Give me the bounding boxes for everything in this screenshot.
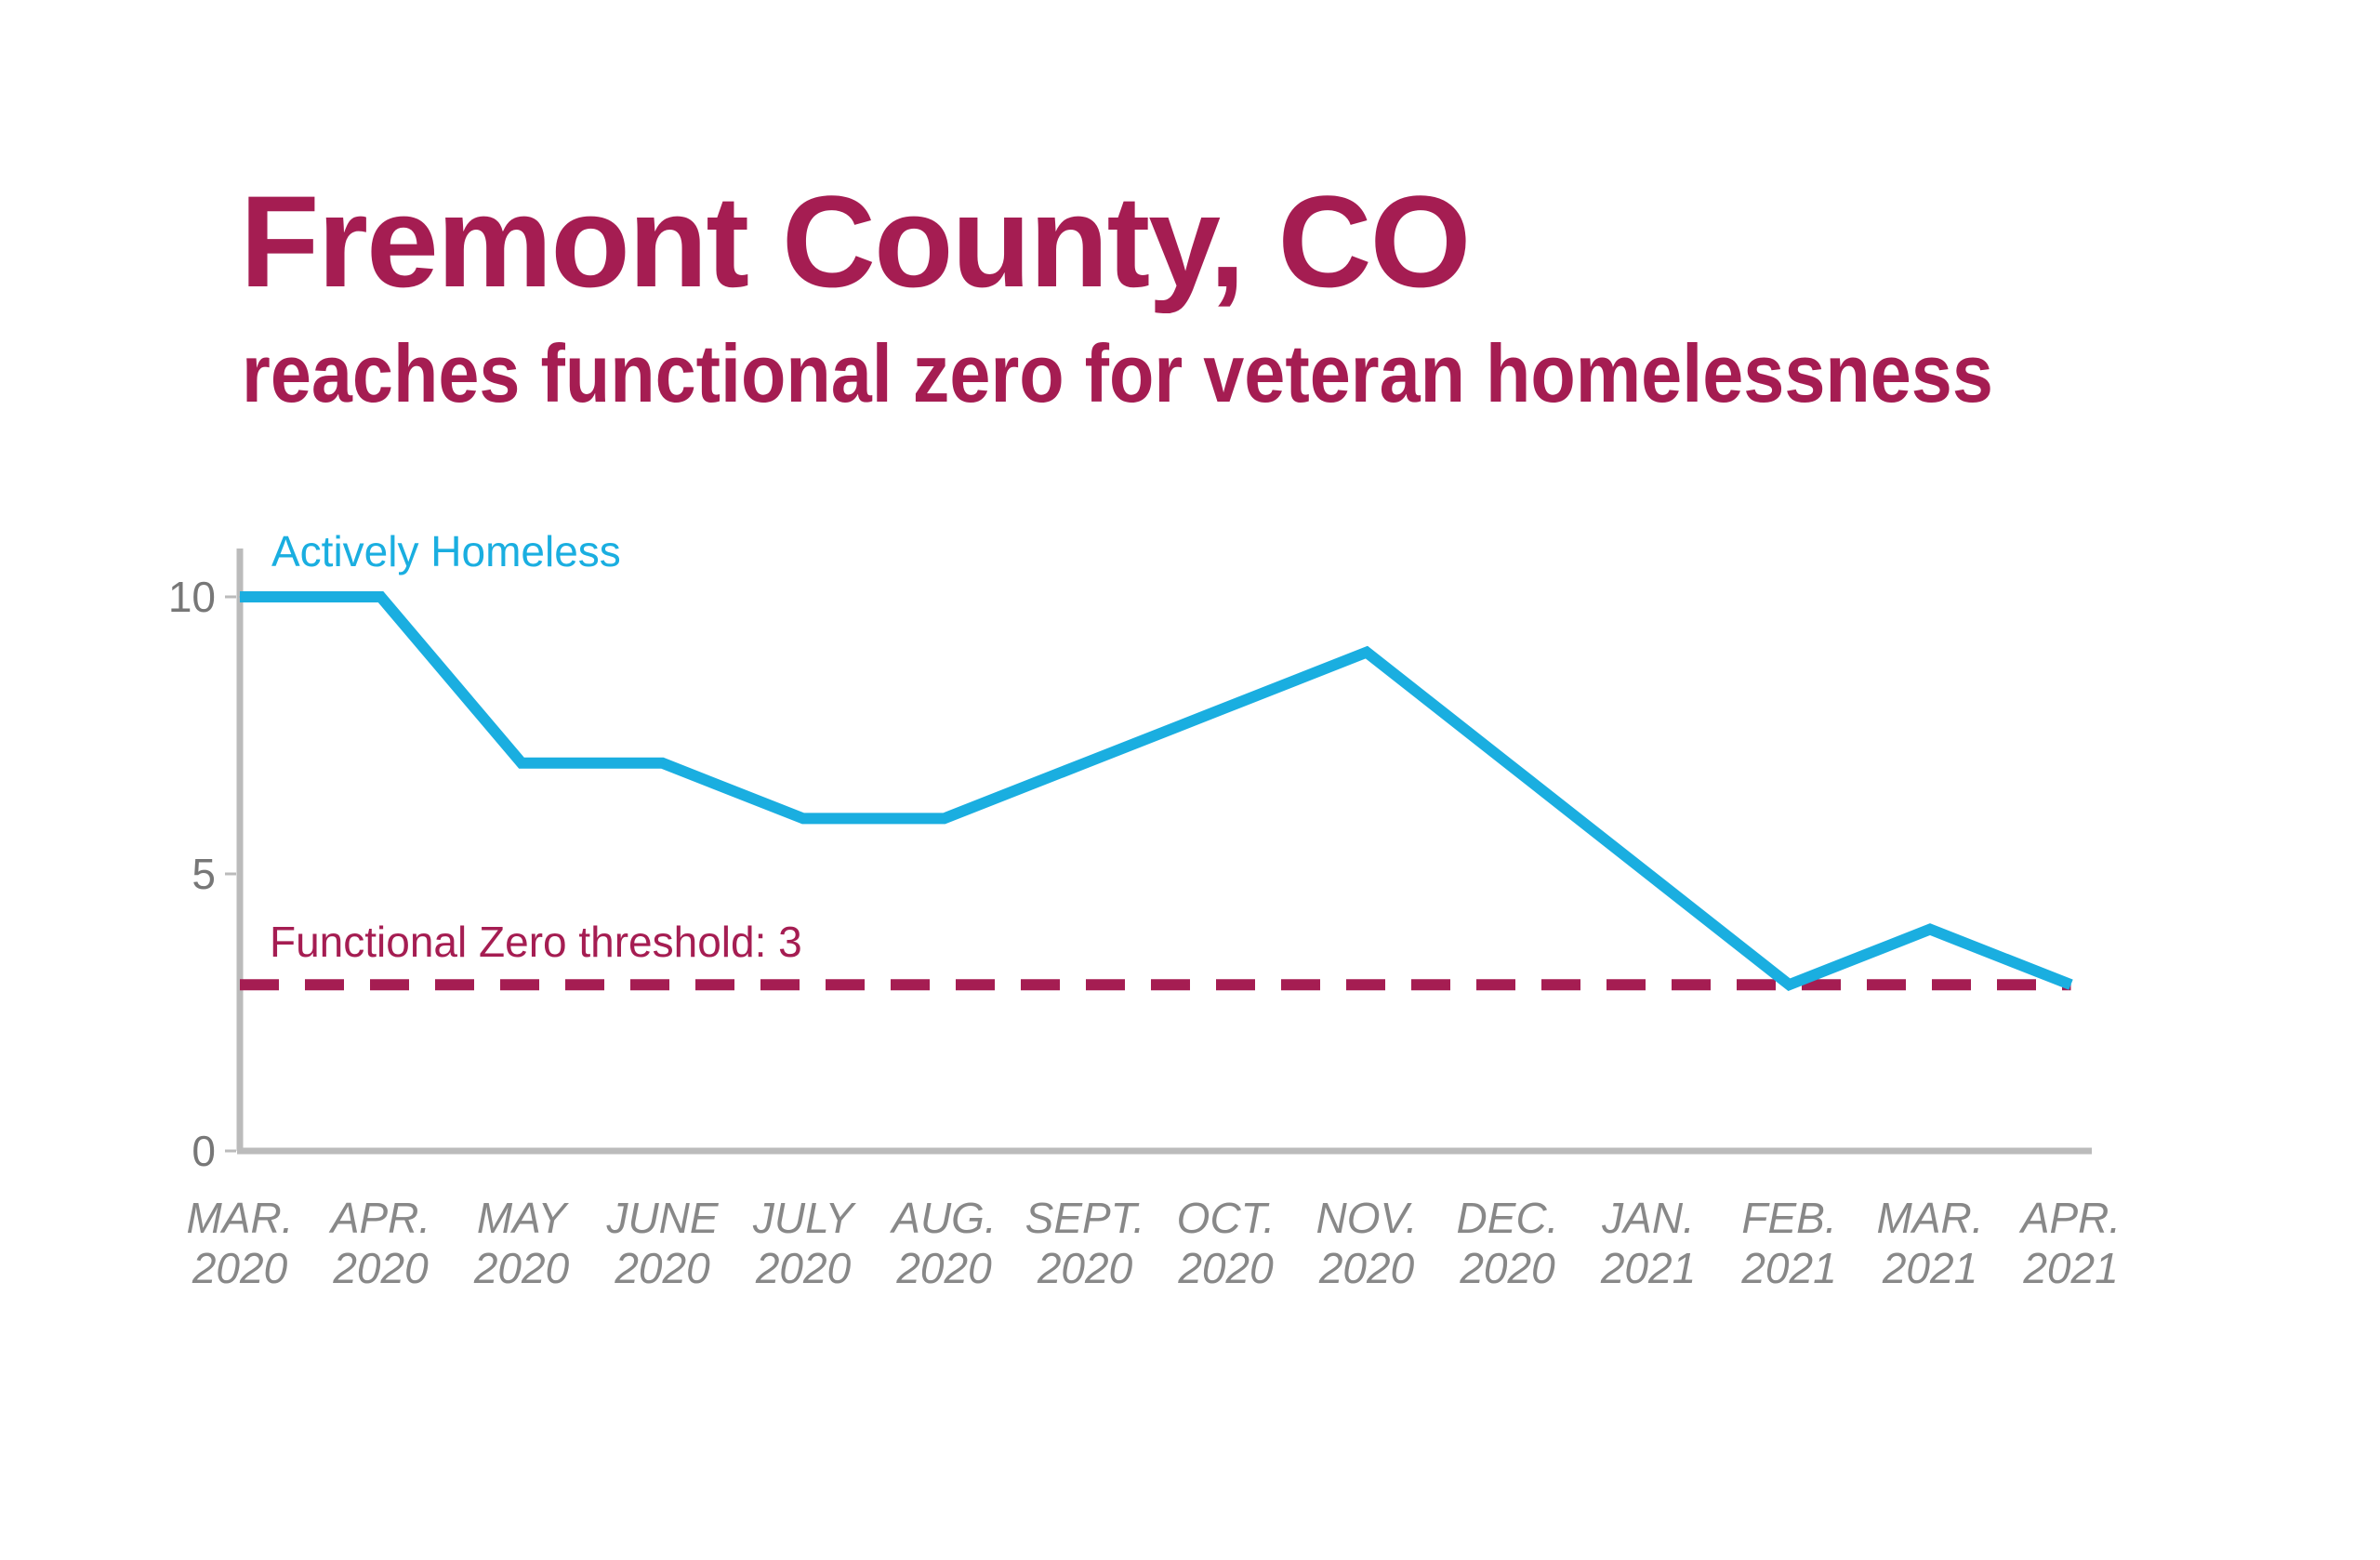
y-tick-label: 10 bbox=[168, 573, 216, 621]
data-point bbox=[662, 762, 663, 764]
x-tick-month: DEC. bbox=[1457, 1194, 1559, 1242]
x-tick-label: APR. 2020 bbox=[328, 1194, 430, 1292]
x-tick-month: JULY bbox=[752, 1194, 857, 1242]
threshold-label: Functional Zero threshold: 3 bbox=[270, 918, 802, 966]
x-tick-label: DEC. 2020 bbox=[1457, 1194, 1559, 1292]
x-tick-month: NOV. bbox=[1316, 1194, 1417, 1242]
data-point bbox=[1366, 652, 1368, 654]
data-point bbox=[1084, 762, 1086, 764]
x-tick-year: 2021 bbox=[2022, 1244, 2118, 1292]
x-tick-month: APR. bbox=[2018, 1194, 2121, 1242]
series-line bbox=[240, 591, 2073, 992]
x-tick-month: MAR. bbox=[187, 1194, 294, 1242]
x-tick-month: JUNE bbox=[605, 1194, 719, 1242]
x-tick-label: MAR. 2020 bbox=[187, 1194, 294, 1292]
x-tick-month: OCT. bbox=[1177, 1194, 1276, 1242]
x-tick-year: 2020 bbox=[473, 1244, 570, 1292]
x-tick-year: 2020 bbox=[1459, 1244, 1555, 1292]
x-tick-year: 2020 bbox=[1177, 1244, 1274, 1292]
x-tick-year: 2020 bbox=[332, 1244, 429, 1292]
x-tick-label: AUG. 2020 bbox=[889, 1194, 996, 1292]
series-label: Actively Homeless bbox=[271, 527, 621, 575]
x-tick-month: APR. bbox=[328, 1194, 430, 1242]
y-tick-label: 5 bbox=[192, 850, 216, 898]
data-point bbox=[1647, 873, 1649, 875]
x-tick-label: OCT. 2020 bbox=[1177, 1194, 1276, 1292]
series-group: Actively Homeless bbox=[239, 527, 2073, 992]
x-tick-label: APR. 2021 bbox=[2018, 1194, 2121, 1292]
x-tick-year: 2020 bbox=[895, 1244, 992, 1292]
x-tick-label: NOV. 2020 bbox=[1316, 1194, 1417, 1292]
data-point bbox=[1929, 929, 1931, 931]
x-tick-year: 2020 bbox=[614, 1244, 710, 1292]
threshold-group: Functional Zero threshold: 3 bbox=[240, 918, 2071, 991]
data-point bbox=[1507, 762, 1508, 764]
x-tick-year: 2020 bbox=[192, 1244, 288, 1292]
x-tick-label: JAN. 2021 bbox=[1600, 1194, 1696, 1292]
chart-title: Fremont County, CO bbox=[240, 168, 1471, 314]
x-tick-year: 2020 bbox=[1318, 1244, 1415, 1292]
x-tick-label: SEPT. 2020 bbox=[1025, 1194, 1145, 1292]
x-tick-year: 2021 bbox=[1600, 1244, 1696, 1292]
x-tick-year: 2021 bbox=[1882, 1244, 1977, 1292]
y-axis-ticks: 0 5 10 bbox=[168, 573, 236, 1175]
x-tick-month: SEPT. bbox=[1025, 1194, 1145, 1242]
x-tick-label: JUNE 2020 bbox=[605, 1194, 719, 1292]
data-point bbox=[944, 817, 945, 819]
x-tick-month: MAR. bbox=[1877, 1194, 1984, 1242]
x-tick-label: FEB. 2021 bbox=[1740, 1194, 1836, 1292]
data-point bbox=[380, 596, 381, 598]
x-tick-month: AUG. bbox=[889, 1194, 996, 1242]
x-tick-label: MAY 2020 bbox=[473, 1194, 570, 1292]
x-tick-year: 2021 bbox=[1740, 1244, 1836, 1292]
y-tick-label: 0 bbox=[192, 1127, 216, 1175]
x-tick-label: MAR. 2021 bbox=[1877, 1194, 1984, 1292]
x-tick-year: 2020 bbox=[1037, 1244, 1133, 1292]
chart-subtitle: reaches functional zero for veteran home… bbox=[242, 327, 1993, 419]
x-tick-month: MAY bbox=[477, 1194, 570, 1242]
data-point bbox=[1225, 707, 1226, 708]
data-point bbox=[239, 596, 241, 598]
x-tick-label: JULY 2020 bbox=[752, 1194, 857, 1292]
x-tick-month: FEB. bbox=[1741, 1194, 1836, 1242]
data-point bbox=[802, 817, 804, 819]
x-tick-month: JAN. bbox=[1601, 1194, 1695, 1242]
x-tick-year: 2020 bbox=[755, 1244, 852, 1292]
chart-axes bbox=[236, 549, 2092, 1155]
